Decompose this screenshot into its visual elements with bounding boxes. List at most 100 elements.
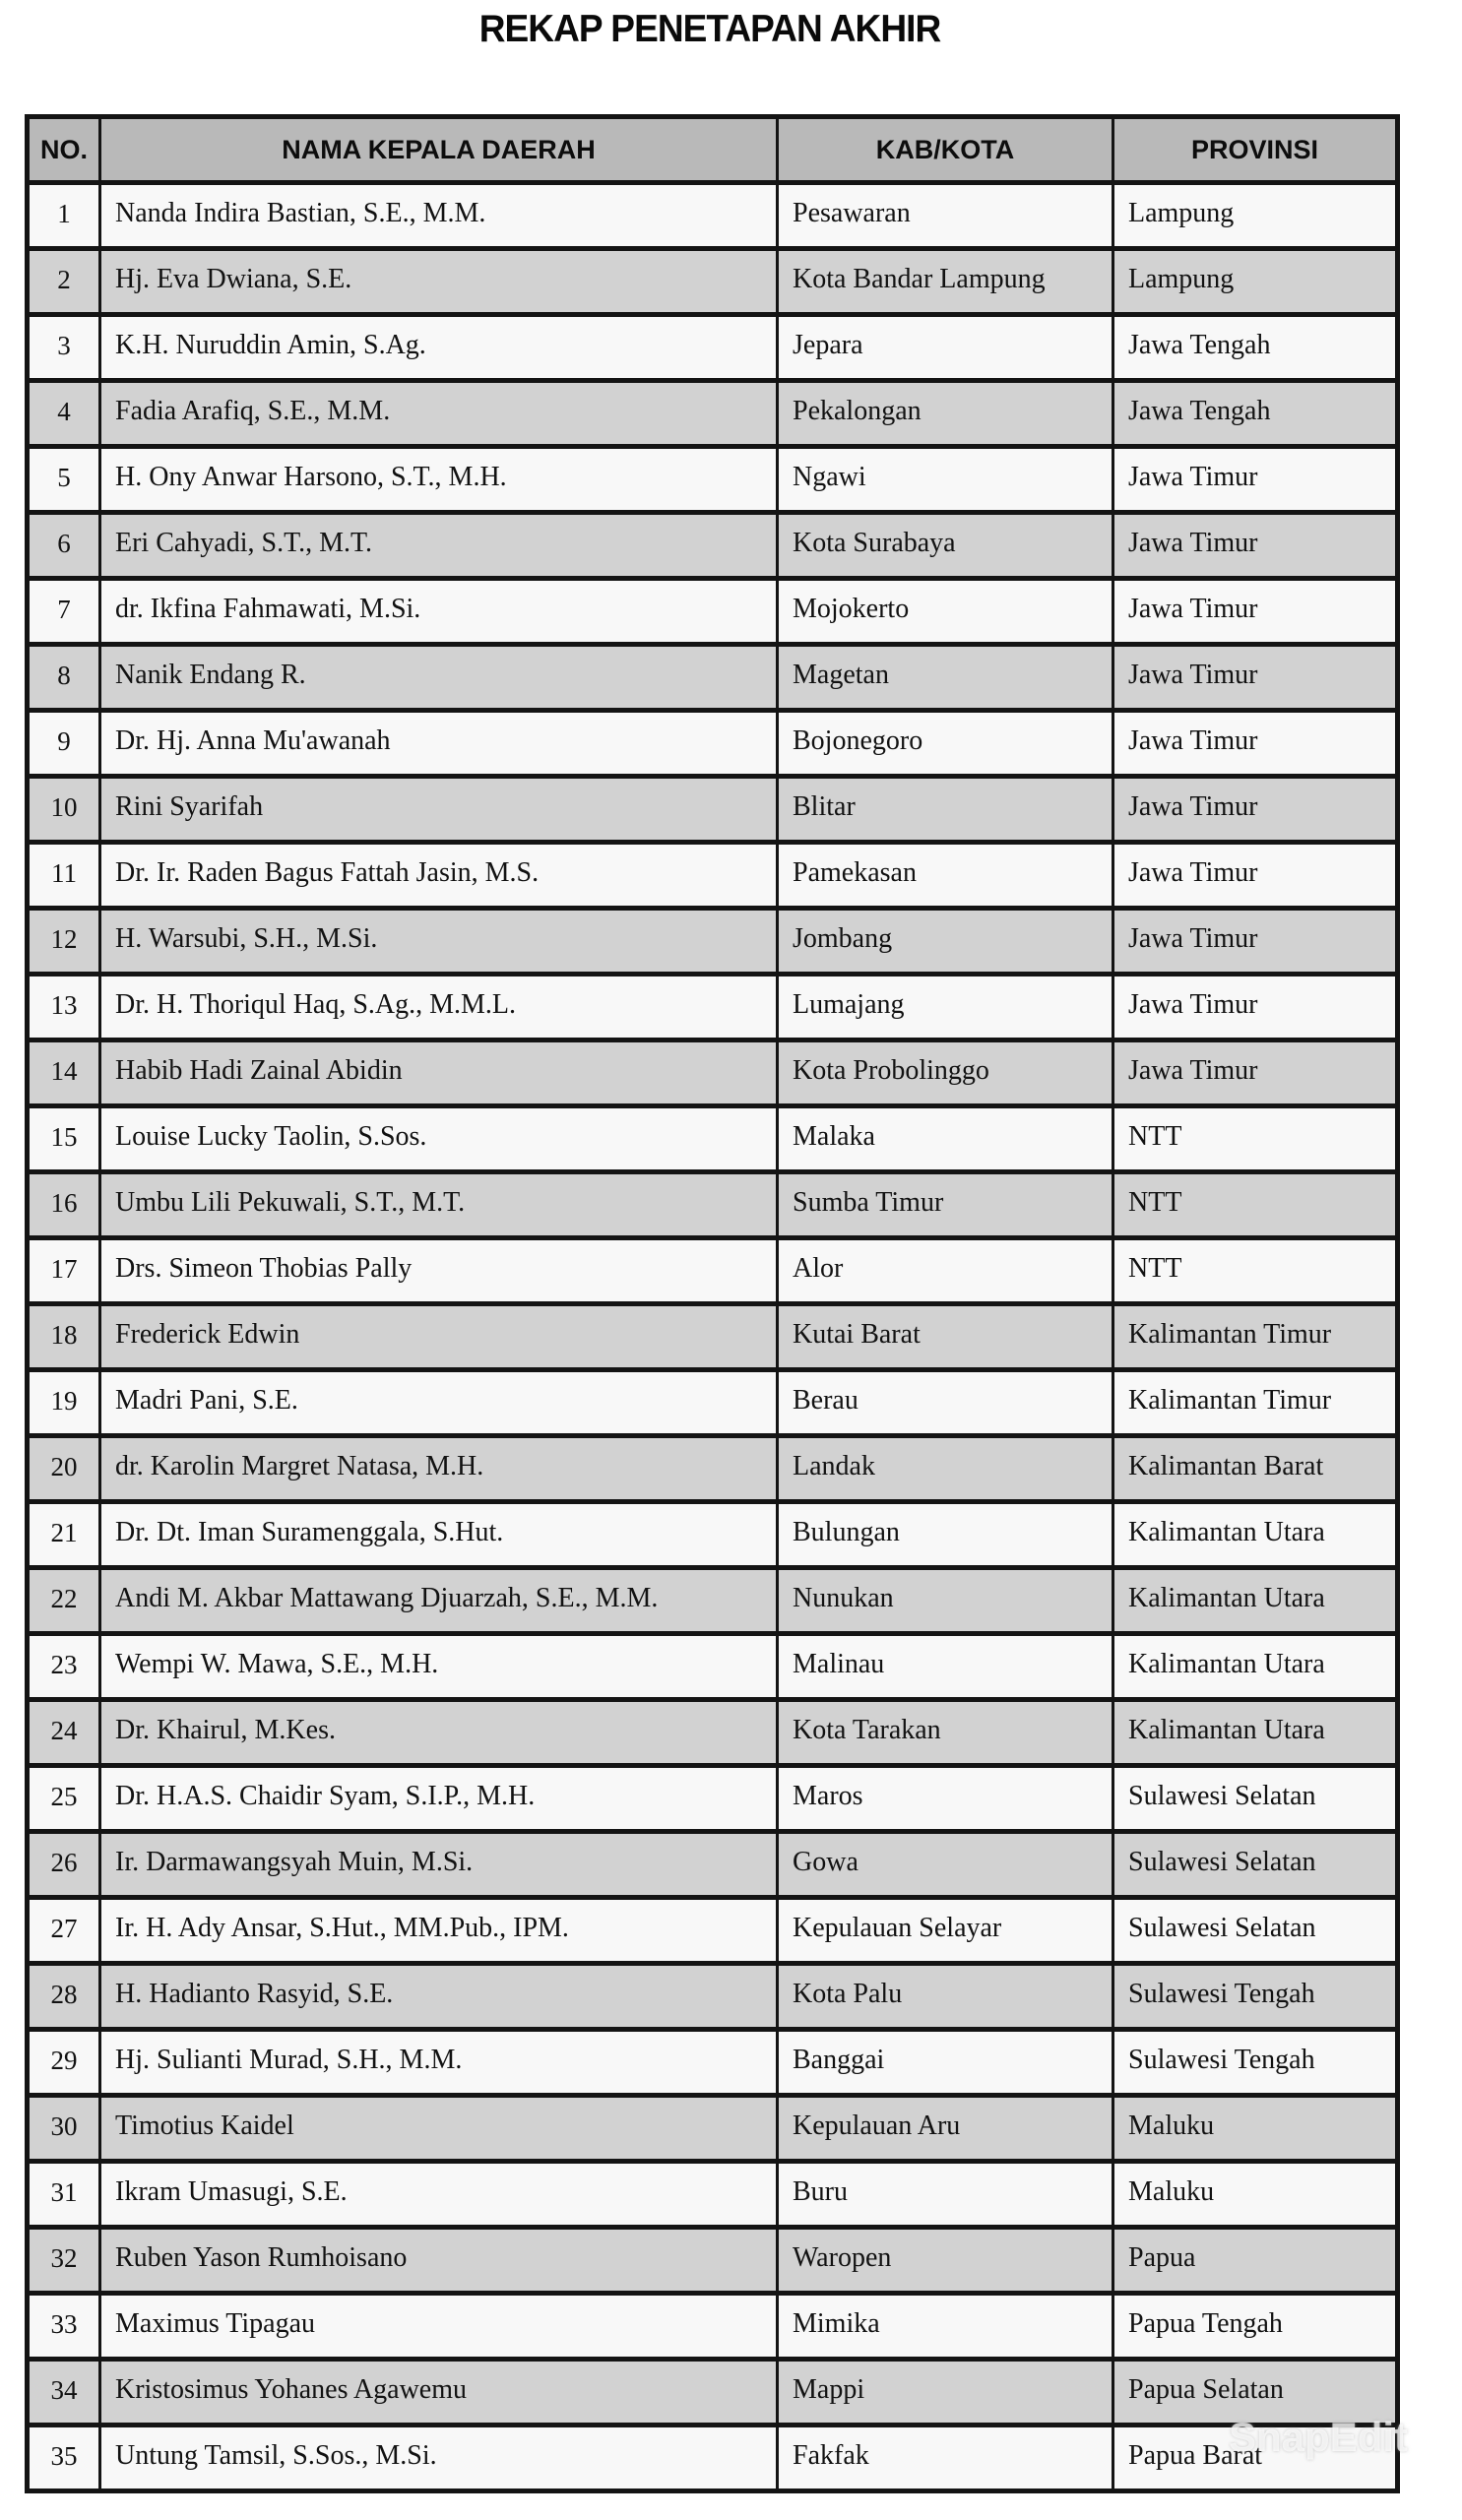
- table-row: 19 Madri Pani, S.E. Berau Kalimantan Timur: [25, 1368, 1400, 1438]
- cell-kab-kota: Banggai: [776, 2028, 1114, 2098]
- cell-kab-kota: Kota Tarakan: [776, 1698, 1114, 1768]
- cell-no: 17: [25, 1236, 101, 1306]
- cell-nama: Frederick Edwin: [98, 1302, 779, 1372]
- cell-kab-kota: Landak: [776, 1434, 1114, 1504]
- cell-no: 35: [25, 2424, 101, 2493]
- table-row: 30 Timotius Kaidel Kepulauan Aru Maluku: [25, 2094, 1400, 2164]
- cell-provinsi: Jawa Timur: [1112, 643, 1400, 713]
- cell-kab-kota: Malinau: [776, 1632, 1114, 1702]
- cell-kab-kota: Magetan: [776, 643, 1114, 713]
- cell-kab-kota: Ngawi: [776, 445, 1114, 515]
- cell-provinsi: Maluku: [1112, 2094, 1400, 2164]
- cell-nama: Ir. H. Ady Ansar, S.Hut., MM.Pub., IPM.: [98, 1896, 779, 1966]
- cell-provinsi: Lampung: [1112, 181, 1400, 251]
- cell-nama: H. Warsubi, S.H., M.Si.: [98, 907, 779, 976]
- cell-nama: Wempi W. Mawa, S.E., M.H.: [98, 1632, 779, 1702]
- cell-provinsi: Jawa Timur: [1112, 1039, 1400, 1108]
- cell-provinsi: Kalimantan Timur: [1112, 1368, 1400, 1438]
- header-cell-provinsi: PROVINSI: [1112, 114, 1400, 185]
- cell-no: 28: [25, 1962, 101, 2032]
- cell-nama: Fadia Arafiq, S.E., M.M.: [98, 379, 779, 449]
- cell-no: 20: [25, 1434, 101, 1504]
- cell-no: 3: [25, 313, 101, 383]
- cell-kab-kota: Bojonegoro: [776, 709, 1114, 779]
- header-cell-nama: NAMA KEPALA DAERAH: [98, 114, 779, 185]
- cell-nama: Louise Lucky Taolin, S.Sos.: [98, 1104, 779, 1174]
- cell-provinsi: Jawa Timur: [1112, 511, 1400, 581]
- cell-provinsi: Jawa Timur: [1112, 577, 1400, 647]
- cell-no: 31: [25, 2160, 101, 2230]
- cell-nama: Dr. H.A.S. Chaidir Syam, S.I.P., M.H.: [98, 1764, 779, 1834]
- header-row: NO. NAMA KEPALA DAERAH KAB/KOTA PROVINSI: [25, 114, 1400, 185]
- header-cell-kab-kota: KAB/KOTA: [776, 114, 1114, 185]
- cell-provinsi: Jawa Tengah: [1112, 379, 1400, 449]
- cell-kab-kota: Kepulauan Aru: [776, 2094, 1114, 2164]
- table-body: 1 Nanda Indira Bastian, S.E., M.M. Pesawar…: [25, 181, 1400, 2493]
- cell-no: 29: [25, 2028, 101, 2098]
- cell-kab-kota: Gowa: [776, 1830, 1114, 1900]
- cell-kab-kota: Buru: [776, 2160, 1114, 2230]
- cell-nama: dr. Ikfina Fahmawati, M.Si.: [98, 577, 779, 647]
- table-row: 15 Louise Lucky Taolin, S.Sos. Malaka NTT: [25, 1104, 1400, 1174]
- table-row: 6 Eri Cahyadi, S.T., M.T. Kota Surabaya Jaw…: [25, 511, 1400, 581]
- cell-no: 30: [25, 2094, 101, 2164]
- cell-no: 21: [25, 1500, 101, 1570]
- header-cell-no: NO.: [25, 114, 101, 185]
- table-row: 8 Nanik Endang R. Magetan Jawa Timur: [25, 643, 1400, 713]
- cell-no: 6: [25, 511, 101, 581]
- table-row: 4 Fadia Arafiq, S.E., M.M. Pekalongan Jawa …: [25, 379, 1400, 449]
- table-row: 20 dr. Karolin Margret Natasa, M.H. Landak…: [25, 1434, 1400, 1504]
- cell-no: 11: [25, 841, 101, 911]
- cell-nama: Andi M. Akbar Mattawang Djuarzah, S.E., …: [98, 1566, 779, 1636]
- cell-provinsi: Jawa Timur: [1112, 709, 1400, 779]
- cell-no: 1: [25, 181, 101, 251]
- cell-no: 7: [25, 577, 101, 647]
- cell-no: 32: [25, 2226, 101, 2296]
- cell-kab-kota: Alor: [776, 1236, 1114, 1306]
- cell-no: 22: [25, 1566, 101, 1636]
- table-row: 3 K.H. Nuruddin Amin, S.Ag. Jepara Jawa Ten…: [25, 313, 1400, 383]
- table-row: 1 Nanda Indira Bastian, S.E., M.M. Pesawar…: [25, 181, 1400, 251]
- cell-kab-kota: Lumajang: [776, 973, 1114, 1042]
- table-row: 28 H. Hadianto Rasyid, S.E. Kota Palu Sulaw…: [25, 1962, 1400, 2032]
- cell-kab-kota: Kota Surabaya: [776, 511, 1114, 581]
- cell-provinsi: Papua Selatan: [1112, 2358, 1400, 2427]
- cell-nama: Ir. Darmawangsyah Muin, M.Si.: [98, 1830, 779, 1900]
- cell-no: 33: [25, 2292, 101, 2362]
- cell-provinsi: Sulawesi Selatan: [1112, 1896, 1400, 1966]
- document-content: REKAP PENETAPAN AKHIR NO. NAMA KEPALA DA…: [25, 0, 1400, 2493]
- cell-kab-kota: Kepulauan Selayar: [776, 1896, 1114, 1966]
- cell-nama: Umbu Lili Pekuwali, S.T., M.T.: [98, 1170, 779, 1240]
- cell-kab-kota: Malaka: [776, 1104, 1114, 1174]
- cell-kab-kota: Maros: [776, 1764, 1114, 1834]
- table-header: NO. NAMA KEPALA DAERAH KAB/KOTA PROVINSI: [25, 114, 1400, 185]
- table-row: 18 Frederick Edwin Kutai Barat Kalimantan T…: [25, 1302, 1400, 1372]
- table-row: 22 Andi M. Akbar Mattawang Djuarzah, S.E.…: [25, 1566, 1400, 1636]
- cell-nama: Untung Tamsil, S.Sos., M.Si.: [98, 2424, 779, 2493]
- cell-provinsi: Kalimantan Utara: [1112, 1566, 1400, 1636]
- cell-provinsi: Jawa Timur: [1112, 841, 1400, 911]
- cell-kab-kota: Fakfak: [776, 2424, 1114, 2493]
- cell-no: 5: [25, 445, 101, 515]
- cell-no: 9: [25, 709, 101, 779]
- table-row: 7 dr. Ikfina Fahmawati, M.Si. Mojokerto Jaw…: [25, 577, 1400, 647]
- cell-kab-kota: Pesawaran: [776, 181, 1114, 251]
- cell-no: 10: [25, 775, 101, 845]
- cell-kab-kota: Waropen: [776, 2226, 1114, 2296]
- table-row: 26 Ir. Darmawangsyah Muin, M.Si. Gowa Sulaw…: [25, 1830, 1400, 1900]
- table-row: 17 Drs. Simeon Thobias Pally Alor NTT: [25, 1236, 1400, 1306]
- cell-nama: Hj. Sulianti Murad, S.H., M.M.: [98, 2028, 779, 2098]
- cell-no: 8: [25, 643, 101, 713]
- cell-kab-kota: Kutai Barat: [776, 1302, 1114, 1372]
- cell-provinsi: NTT: [1112, 1104, 1400, 1174]
- cell-kab-kota: Sumba Timur: [776, 1170, 1114, 1240]
- table-row: 23 Wempi W. Mawa, S.E., M.H. Malinau Kalima…: [25, 1632, 1400, 1702]
- cell-kab-kota: Mojokerto: [776, 577, 1114, 647]
- cell-no: 4: [25, 379, 101, 449]
- cell-kab-kota: Mappi: [776, 2358, 1114, 2427]
- table-row: 25 Dr. H.A.S. Chaidir Syam, S.I.P., M.H. M…: [25, 1764, 1400, 1834]
- cell-no: 12: [25, 907, 101, 976]
- cell-provinsi: Sulawesi Tengah: [1112, 1962, 1400, 2032]
- cell-no: 34: [25, 2358, 101, 2427]
